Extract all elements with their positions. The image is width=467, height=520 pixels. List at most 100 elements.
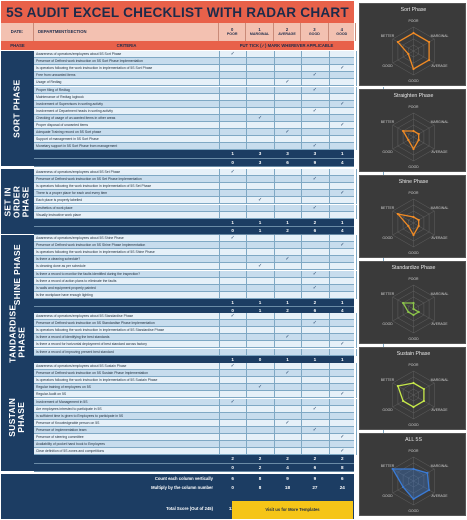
tick-cell-2[interactable]: ✓ — [274, 370, 301, 377]
tick-cell-4[interactable] — [329, 377, 356, 384]
tick-cell-2[interactable] — [274, 377, 301, 384]
tick-cell-3[interactable] — [301, 197, 328, 204]
tick-cell-3[interactable] — [301, 391, 328, 398]
tick-cell-4[interactable] — [329, 72, 356, 79]
tick-cell-4[interactable] — [329, 399, 356, 406]
tick-cell-1[interactable] — [246, 108, 273, 115]
tick-cell-3[interactable] — [301, 235, 328, 242]
tick-cell-3[interactable] — [301, 420, 328, 427]
tick-cell-0[interactable] — [219, 65, 246, 72]
tick-cell-0[interactable] — [219, 256, 246, 263]
tick-cell-1[interactable] — [246, 79, 273, 86]
tick-cell-2[interactable] — [274, 136, 301, 143]
tick-cell-4[interactable]: ✓ — [329, 242, 356, 249]
tick-cell-0[interactable] — [219, 370, 246, 377]
tick-cell-4[interactable] — [329, 334, 356, 341]
tick-cell-1[interactable] — [246, 136, 273, 143]
tick-cell-3[interactable] — [301, 183, 328, 190]
tick-cell-2[interactable] — [274, 94, 301, 101]
tick-cell-1[interactable] — [246, 58, 273, 65]
tick-cell-1[interactable] — [246, 370, 273, 377]
tick-cell-4[interactable] — [329, 197, 356, 204]
tick-cell-0[interactable] — [219, 212, 246, 219]
tick-cell-3[interactable]: ✓ — [301, 427, 328, 434]
tick-cell-3[interactable] — [301, 434, 328, 441]
tick-cell-2[interactable] — [274, 413, 301, 420]
tick-cell-2[interactable] — [274, 399, 301, 406]
tick-cell-2[interactable] — [274, 87, 301, 94]
tick-cell-3[interactable] — [301, 327, 328, 334]
tick-cell-2[interactable] — [274, 65, 301, 72]
tick-cell-0[interactable] — [219, 320, 246, 327]
tick-cell-1[interactable] — [246, 341, 273, 348]
tick-cell-0[interactable]: ✓ — [219, 235, 246, 242]
tick-cell-0[interactable] — [219, 292, 246, 299]
tick-cell-3[interactable] — [301, 249, 328, 256]
tick-cell-0[interactable] — [219, 349, 246, 356]
tick-cell-4[interactable] — [329, 169, 356, 176]
tick-cell-3[interactable]: ✓ — [301, 87, 328, 94]
tick-cell-4[interactable] — [329, 406, 356, 413]
tick-cell-1[interactable] — [246, 292, 273, 299]
tick-cell-3[interactable] — [301, 377, 328, 384]
tick-cell-3[interactable] — [301, 448, 328, 455]
tick-cell-2[interactable] — [274, 285, 301, 292]
tick-cell-0[interactable] — [219, 427, 246, 434]
tick-cell-2[interactable] — [274, 441, 301, 448]
tick-cell-4[interactable]: ✓ — [329, 122, 356, 129]
tick-cell-1[interactable] — [246, 427, 273, 434]
tick-cell-2[interactable] — [274, 101, 301, 108]
tick-cell-3[interactable] — [301, 94, 328, 101]
tick-cell-4[interactable]: ✓ — [329, 190, 356, 197]
tick-cell-2[interactable] — [274, 122, 301, 129]
tick-cell-4[interactable] — [329, 327, 356, 334]
tick-cell-0[interactable] — [219, 58, 246, 65]
tick-cell-4[interactable] — [329, 427, 356, 434]
tick-cell-3[interactable] — [301, 370, 328, 377]
tick-cell-4[interactable] — [329, 285, 356, 292]
tick-cell-2[interactable] — [274, 406, 301, 413]
tick-cell-1[interactable]: ✓ — [246, 115, 273, 122]
tick-cell-1[interactable] — [246, 271, 273, 278]
tick-cell-1[interactable] — [246, 249, 273, 256]
tick-cell-4[interactable] — [329, 176, 356, 183]
tick-cell-0[interactable] — [219, 377, 246, 384]
tick-cell-3[interactable] — [301, 292, 328, 299]
tick-cell-4[interactable] — [329, 94, 356, 101]
tick-cell-4[interactable] — [329, 441, 356, 448]
tick-cell-4[interactable]: ✓ — [329, 65, 356, 72]
tick-cell-4[interactable] — [329, 370, 356, 377]
tick-cell-0[interactable] — [219, 87, 246, 94]
tick-cell-0[interactable]: ✓ — [219, 399, 246, 406]
tick-cell-2[interactable] — [274, 349, 301, 356]
tick-cell-4[interactable] — [329, 349, 356, 356]
tick-cell-0[interactable] — [219, 420, 246, 427]
tick-cell-4[interactable] — [329, 108, 356, 115]
tick-cell-1[interactable]: ✓ — [246, 263, 273, 270]
tick-cell-3[interactable] — [301, 399, 328, 406]
tick-cell-2[interactable] — [274, 320, 301, 327]
tick-cell-2[interactable]: ✓ — [274, 334, 301, 341]
tick-cell-1[interactable] — [246, 399, 273, 406]
tick-cell-1[interactable] — [246, 65, 273, 72]
tick-cell-4[interactable] — [329, 205, 356, 212]
tick-cell-1[interactable] — [246, 420, 273, 427]
tick-cell-4[interactable] — [329, 143, 356, 150]
tick-cell-0[interactable] — [219, 263, 246, 270]
tick-cell-0[interactable] — [219, 413, 246, 420]
tick-cell-3[interactable] — [301, 190, 328, 197]
tick-cell-1[interactable] — [246, 313, 273, 320]
tick-cell-0[interactable] — [219, 334, 246, 341]
tick-cell-0[interactable] — [219, 129, 246, 136]
tick-cell-0[interactable] — [219, 101, 246, 108]
tick-cell-3[interactable]: ✓ — [301, 143, 328, 150]
tick-cell-2[interactable]: ✓ — [274, 256, 301, 263]
tick-cell-0[interactable] — [219, 72, 246, 79]
tick-cell-4[interactable] — [329, 183, 356, 190]
tick-cell-4[interactable] — [329, 313, 356, 320]
tick-cell-0[interactable] — [219, 441, 246, 448]
tick-cell-3[interactable]: ✓ — [301, 108, 328, 115]
tick-cell-2[interactable] — [274, 190, 301, 197]
tick-cell-4[interactable] — [329, 136, 356, 143]
tick-cell-1[interactable] — [246, 176, 273, 183]
